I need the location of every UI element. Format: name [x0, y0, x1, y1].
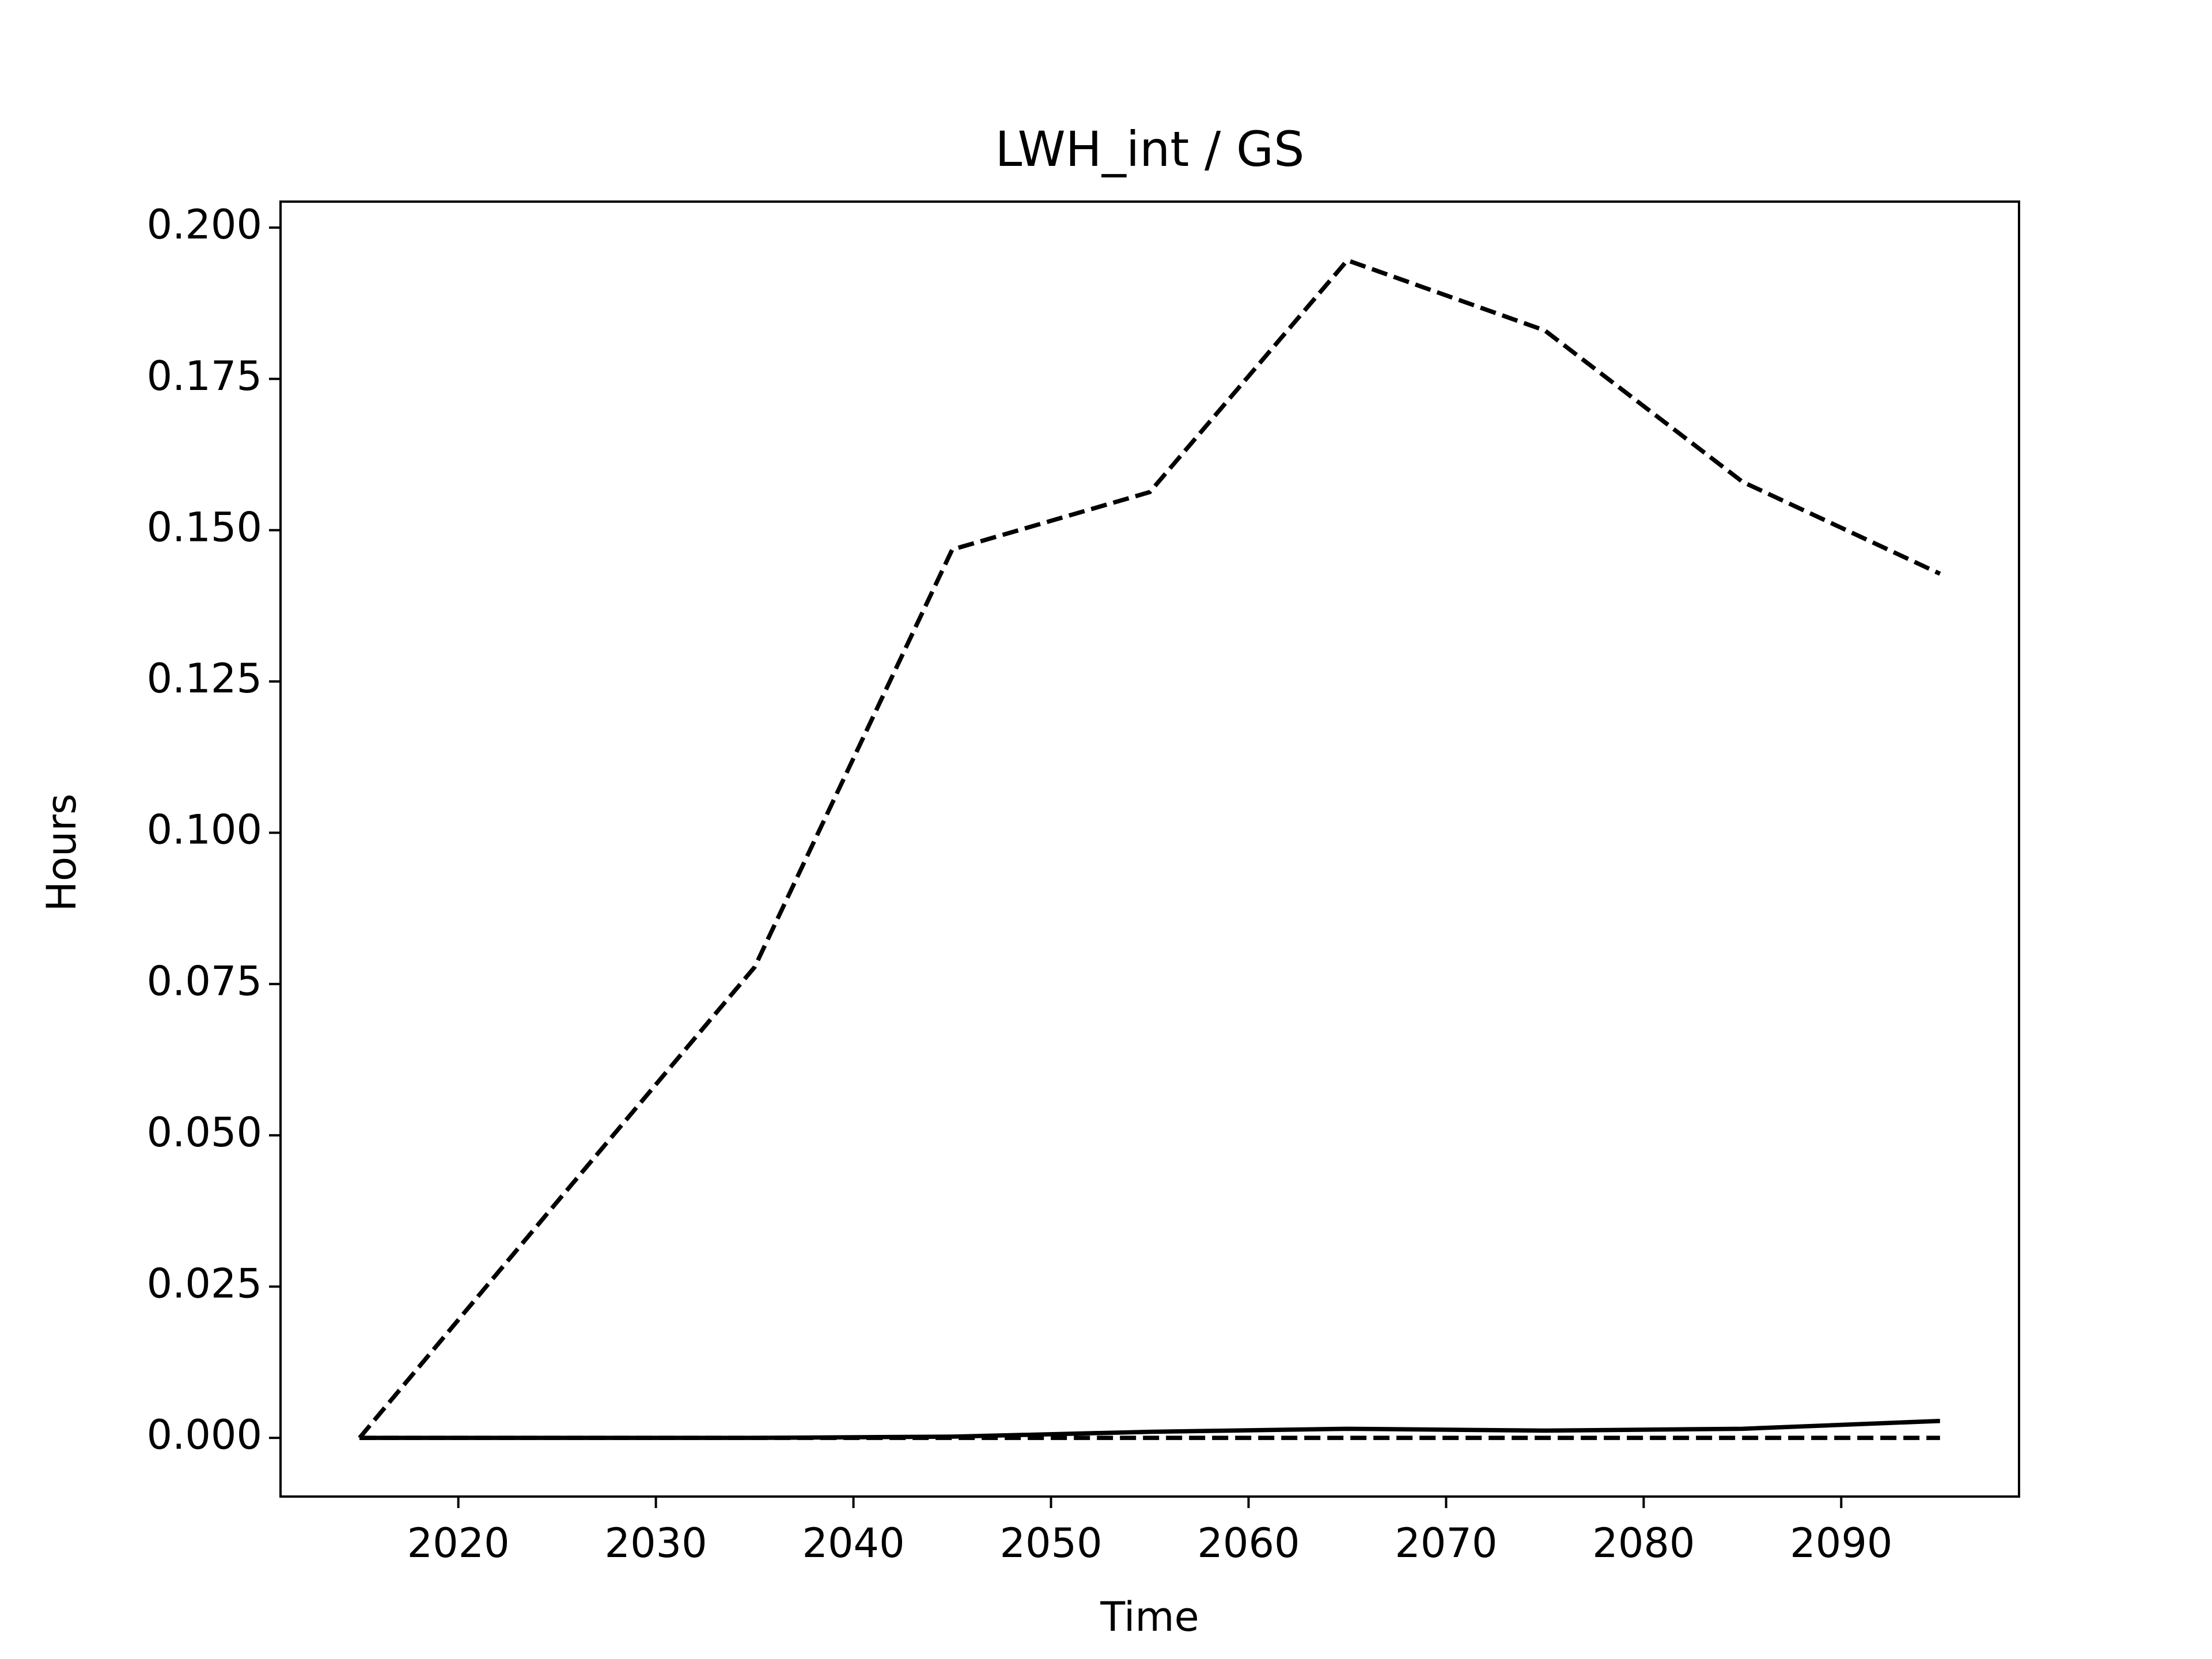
x-tick-label: 2060 [1197, 1520, 1300, 1567]
y-tick-label: 0.000 [147, 1411, 262, 1459]
y-tick-label: 0.100 [147, 806, 262, 854]
plot-frame [279, 200, 2020, 1498]
x-tick-label: 2080 [1592, 1520, 1695, 1567]
y-tick-label: 0.050 [147, 1109, 262, 1156]
y-tick-label: 0.175 [147, 353, 262, 400]
x-tick-label: 2070 [1395, 1520, 1497, 1567]
y-tick-label: 0.025 [147, 1260, 262, 1308]
x-axis-label: Time [1100, 1593, 1199, 1641]
series-line [358, 257, 1941, 1440]
x-tick-label: 2050 [999, 1520, 1102, 1567]
x-tick-label: 2030 [605, 1520, 707, 1567]
y-tick-label: 0.125 [147, 655, 262, 702]
y-tick-label: 0.200 [147, 201, 262, 248]
x-tick-label: 2020 [407, 1520, 510, 1567]
y-tick-label: 0.075 [147, 957, 262, 1005]
y-axis-label: Hours [38, 793, 85, 911]
x-tick-label: 2090 [1790, 1520, 1892, 1567]
y-tick-label: 0.150 [147, 503, 262, 551]
chart-title: LWH_int / GS [995, 121, 1305, 177]
x-tick-label: 2040 [802, 1520, 904, 1567]
